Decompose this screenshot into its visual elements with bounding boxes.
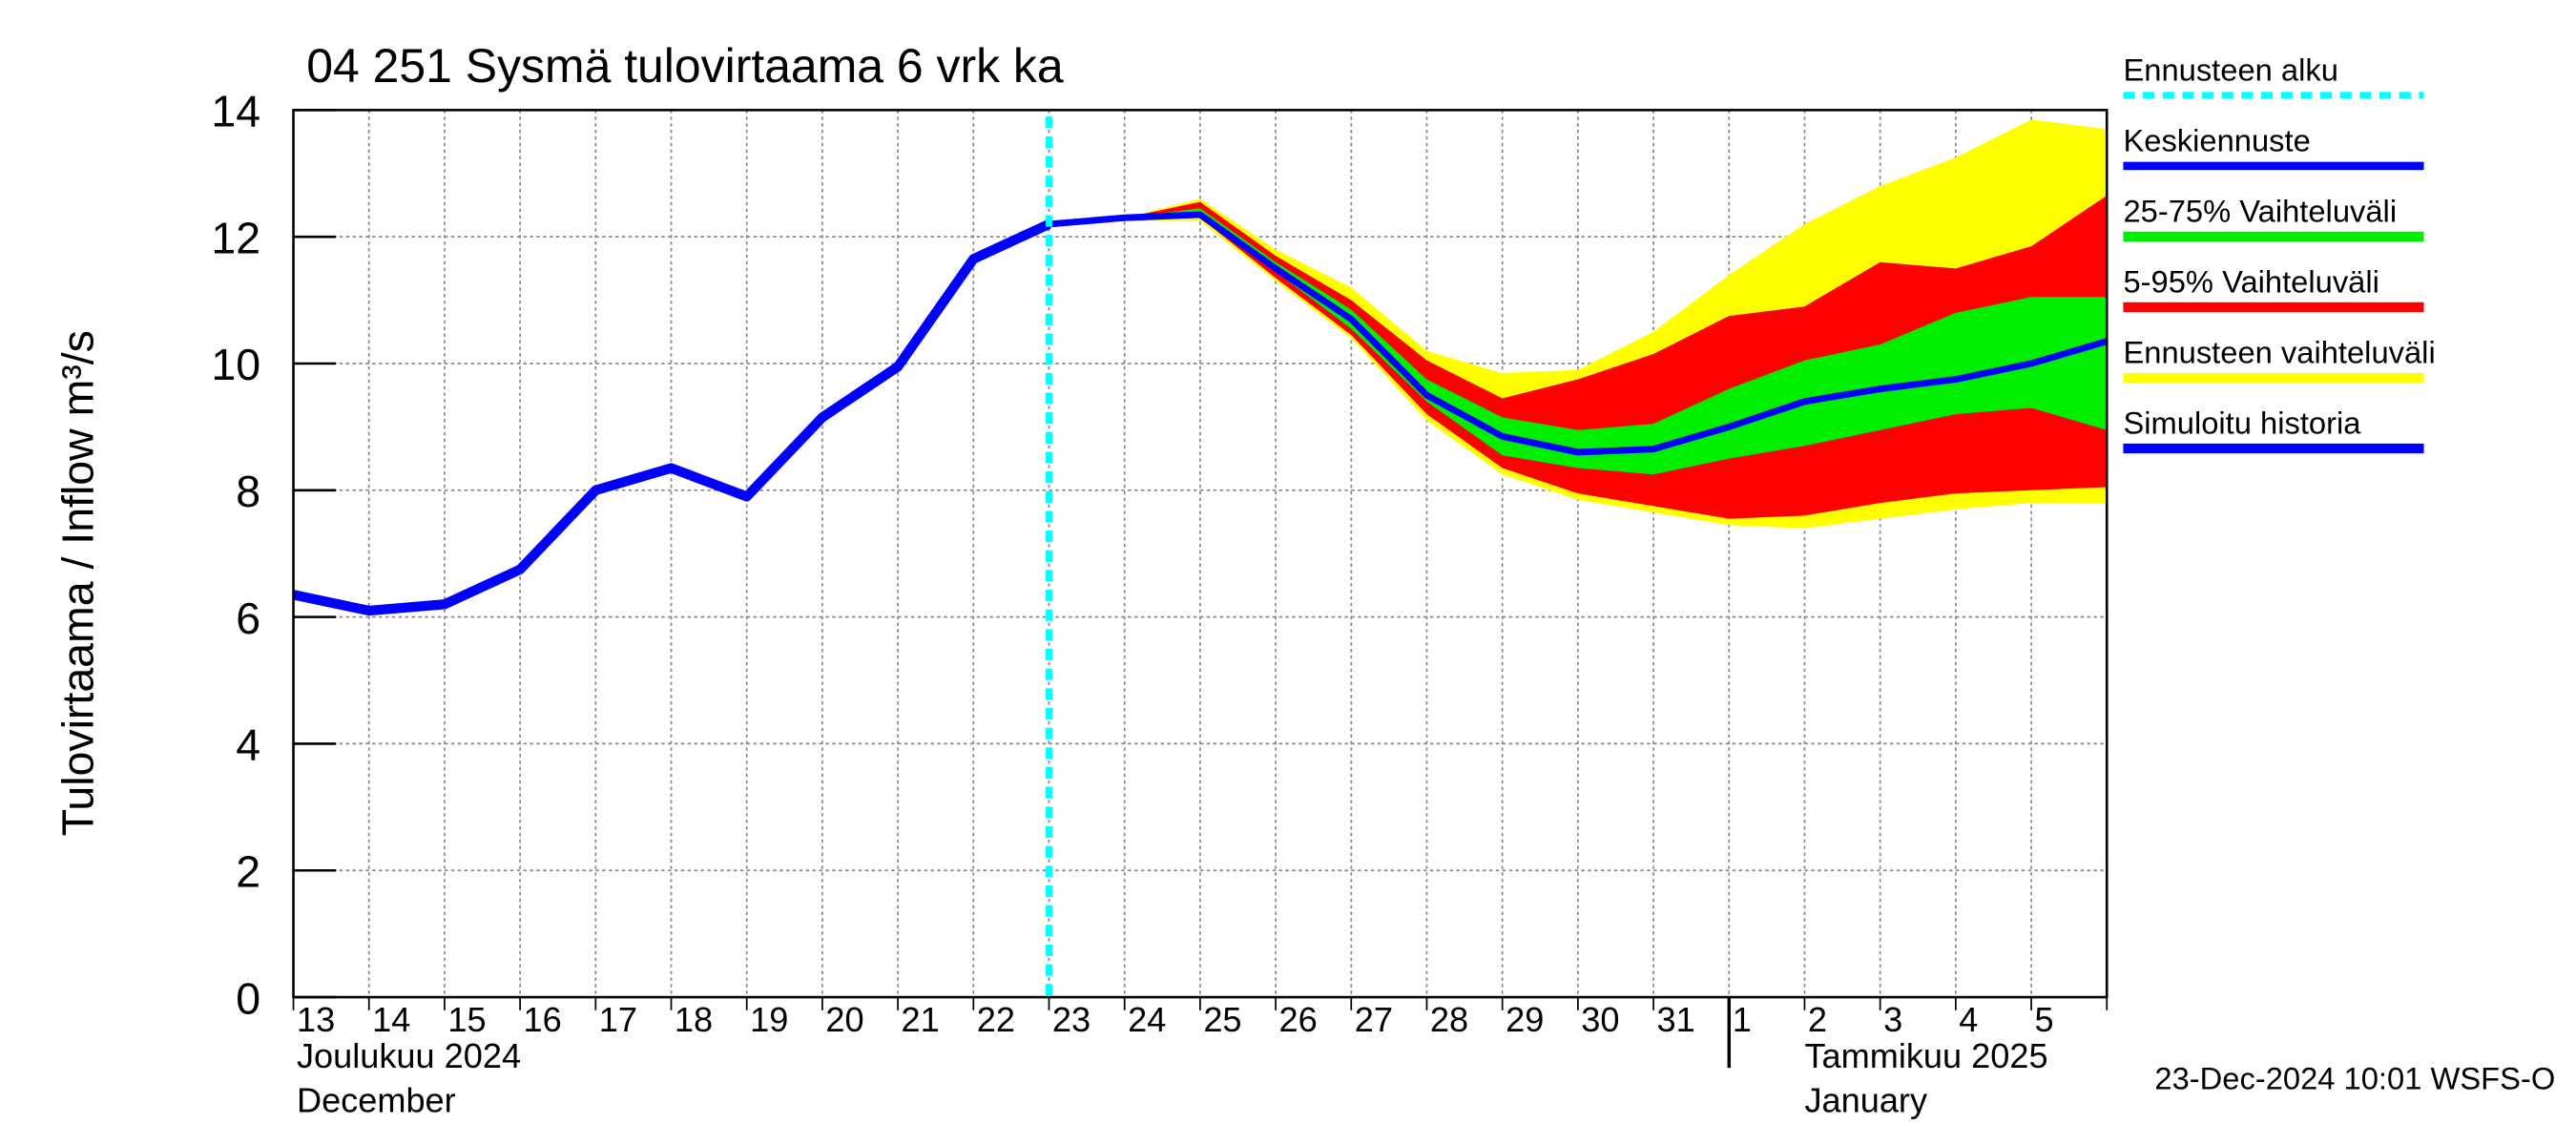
series-line xyxy=(1049,211,2109,456)
month-label: December xyxy=(297,1081,456,1120)
x-tick-label: 29 xyxy=(1506,1000,1544,1039)
x-tick-label: 31 xyxy=(1657,1000,1695,1039)
x-tick-label: 28 xyxy=(1430,1000,1468,1039)
y-tick-label: 4 xyxy=(236,720,260,770)
x-tick-label: 20 xyxy=(825,1000,863,1039)
legend-label: Simuloitu historia xyxy=(2123,406,2361,441)
legend-label: Keskiennuste xyxy=(2123,122,2310,157)
x-tick-label: 18 xyxy=(675,1000,713,1039)
x-tick-label: 24 xyxy=(1128,1000,1166,1039)
y-tick-label: 10 xyxy=(211,340,260,389)
x-tick-label: 15 xyxy=(447,1000,486,1039)
x-tick-label: 13 xyxy=(297,1000,335,1039)
y-tick-label: 0 xyxy=(236,973,260,1023)
legend-label: 5-95% Vaihteluväli xyxy=(2123,263,2379,299)
x-tick-label: 2 xyxy=(1808,1000,1827,1039)
forecast-band xyxy=(1049,208,2108,475)
series-line xyxy=(292,219,1051,616)
x-tick-label: 19 xyxy=(750,1000,788,1039)
x-tick-label: 5 xyxy=(2034,1000,2053,1039)
x-tick-label: 25 xyxy=(1203,1000,1241,1039)
x-tick-label: 27 xyxy=(1355,1000,1393,1039)
chart-title: 04 251 Sysmä tulovirtaama 6 vrk ka xyxy=(306,39,1064,93)
y-tick-label: 14 xyxy=(211,87,260,136)
legend-label: 25-75% Vaihteluväli xyxy=(2123,193,2397,228)
x-tick-label: 14 xyxy=(372,1000,410,1039)
x-tick-label: 21 xyxy=(902,1000,940,1039)
x-tick-label: 22 xyxy=(977,1000,1015,1039)
y-axis-label: Tulovirtaama / Inflow m³/s xyxy=(52,330,102,836)
x-tick-label: 1 xyxy=(1733,1000,1752,1039)
timestamp: 23-Dec-2024 10:01 WSFS-O xyxy=(2154,1060,2555,1095)
plot-frame xyxy=(292,109,2109,999)
y-tick-label: 2 xyxy=(236,846,260,896)
x-tick-label: 30 xyxy=(1581,1000,1619,1039)
legend-label: Ennusteen alku xyxy=(2123,52,2337,87)
x-tick-label: 16 xyxy=(524,1000,562,1039)
x-tick-label: 17 xyxy=(599,1000,637,1039)
month-label: Tammikuu 2025 xyxy=(1804,1036,2047,1075)
x-tick-label: 26 xyxy=(1279,1000,1318,1039)
month-label: Joulukuu 2024 xyxy=(297,1036,521,1075)
x-tick-label: 23 xyxy=(1052,1000,1091,1039)
x-tick-label: 4 xyxy=(1959,1000,1978,1039)
legend: Ennusteen alku Keskiennuste 25-75% Vaihtel… xyxy=(2123,52,2436,454)
month-label: January xyxy=(1804,1081,1927,1120)
y-tick-label: 12 xyxy=(211,213,260,262)
legend-label: Ennusteen vaihteluväli xyxy=(2123,334,2435,369)
y-tick-label: 6 xyxy=(236,593,260,643)
x-tick-label: 3 xyxy=(1883,1000,1902,1039)
y-tick-label: 8 xyxy=(236,467,260,516)
